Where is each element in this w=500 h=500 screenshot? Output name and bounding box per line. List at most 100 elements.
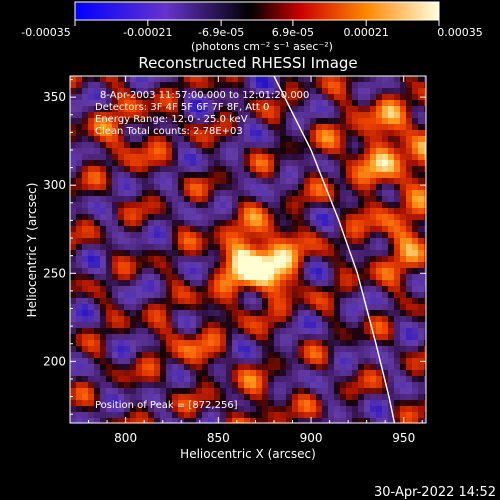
heatmap-cell — [400, 412, 407, 419]
heatmap-cell — [262, 184, 269, 191]
heatmap-cell — [106, 88, 113, 95]
heatmap-cell — [328, 166, 335, 173]
heatmap-cell — [238, 322, 245, 329]
info-line: Energy Range: 12.0 - 25.0 keV — [95, 114, 248, 125]
heatmap-cell — [184, 346, 191, 353]
heatmap-cell — [76, 310, 83, 317]
heatmap-cell — [154, 136, 161, 143]
heatmap-cell — [250, 250, 257, 257]
heatmap-cell — [358, 238, 365, 245]
heatmap-cell — [274, 406, 281, 413]
heatmap-cell — [118, 232, 125, 239]
heatmap-cell — [160, 76, 167, 83]
heatmap-cell — [358, 388, 365, 395]
heatmap-cell — [160, 298, 167, 305]
heatmap-cell — [412, 94, 419, 101]
heatmap-cell — [238, 232, 245, 239]
heatmap-cell — [310, 184, 317, 191]
heatmap-cell — [304, 238, 311, 245]
heatmap-cell — [376, 250, 383, 257]
heatmap-cell — [112, 154, 119, 161]
heatmap-cell — [322, 316, 329, 323]
heatmap-cell — [160, 238, 167, 245]
heatmap-cell — [226, 418, 233, 423]
heatmap-cell — [400, 346, 407, 353]
heatmap-cell — [124, 88, 131, 95]
heatmap-cell — [160, 268, 167, 275]
heatmap-cell — [358, 322, 365, 329]
heatmap-cell — [328, 400, 335, 407]
heatmap-cell — [118, 334, 125, 341]
heatmap-cell — [412, 412, 419, 419]
heatmap-cell — [142, 124, 149, 131]
heatmap-cell — [190, 388, 197, 395]
heatmap-cell — [124, 130, 131, 137]
heatmap-cell — [184, 322, 191, 329]
heatmap-cell — [76, 364, 83, 371]
heatmap-cell — [196, 226, 203, 233]
heatmap-cell — [238, 304, 245, 311]
heatmap-cell — [346, 226, 353, 233]
heatmap-cell — [190, 316, 197, 323]
heatmap-cell — [400, 292, 407, 299]
heatmap-cell — [226, 370, 233, 377]
heatmap-cell — [70, 112, 77, 119]
heatmap-cell — [160, 250, 167, 257]
heatmap-cell — [328, 178, 335, 185]
heatmap-cell — [262, 142, 269, 149]
heatmap-cell — [310, 244, 317, 251]
heatmap-cell — [202, 262, 209, 269]
heatmap-cell — [100, 370, 107, 377]
heatmap-cell — [268, 130, 275, 137]
heatmap-cell — [286, 280, 293, 287]
heatmap-cell — [142, 220, 149, 227]
heatmap-cell — [220, 310, 227, 317]
heatmap-cell — [166, 82, 173, 89]
y-tick-label: 250 — [43, 266, 66, 280]
heatmap-cell — [394, 166, 401, 173]
heatmap-cell — [148, 406, 155, 413]
heatmap-cell — [88, 166, 95, 173]
heatmap-cell — [232, 184, 239, 191]
heatmap-cell — [178, 400, 185, 407]
heatmap-cell — [310, 88, 317, 95]
heatmap-cell — [352, 376, 359, 383]
heatmap-cell — [256, 94, 263, 101]
heatmap-cell — [334, 154, 341, 161]
heatmap-cell — [172, 298, 179, 305]
heatmap-cell — [100, 94, 107, 101]
heatmap-cell — [286, 376, 293, 383]
heatmap-cell — [418, 304, 425, 311]
heatmap-cell — [136, 376, 143, 383]
heatmap-cell — [394, 232, 401, 239]
heatmap-cell — [328, 112, 335, 119]
heatmap-cell — [118, 340, 125, 347]
heatmap-cell — [298, 310, 305, 317]
heatmap-cell — [70, 178, 77, 185]
heatmap-cell — [298, 214, 305, 221]
heatmap-cell — [208, 88, 215, 95]
heatmap-cell — [178, 322, 185, 329]
heatmap-cell — [286, 322, 293, 329]
heatmap-cell — [118, 388, 125, 395]
heatmap-cell — [70, 322, 77, 329]
heatmap-cell — [286, 412, 293, 419]
heatmap-cell — [94, 226, 101, 233]
heatmap-cell — [388, 304, 395, 311]
heatmap-cell — [328, 394, 335, 401]
heatmap-cell — [424, 310, 426, 317]
heatmap-cell — [328, 208, 335, 215]
heatmap-cell — [382, 262, 389, 269]
heatmap-cell — [142, 106, 149, 113]
heatmap-cell — [322, 94, 329, 101]
heatmap-cell — [148, 310, 155, 317]
heatmap-cell — [214, 220, 221, 227]
heatmap-cell — [310, 178, 317, 185]
heatmap-cell — [424, 172, 426, 179]
heatmap-cell — [394, 268, 401, 275]
heatmap-cell — [202, 298, 209, 305]
heatmap-cell — [130, 178, 137, 185]
heatmap-cell — [328, 364, 335, 371]
heatmap-cell — [118, 286, 125, 293]
heatmap-cell — [256, 352, 263, 359]
